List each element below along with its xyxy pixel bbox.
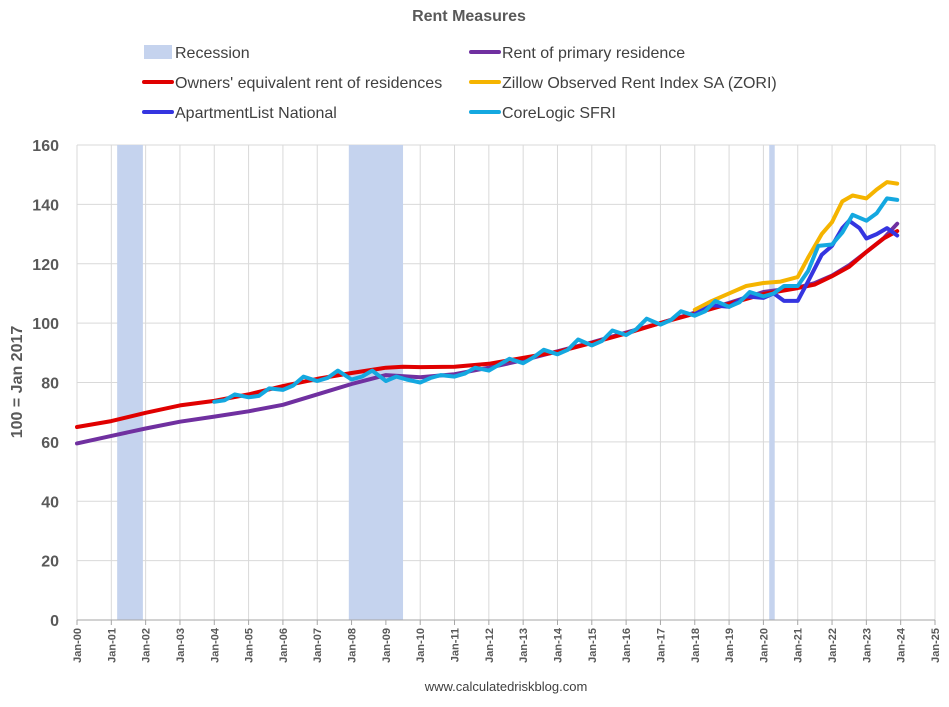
x-tick-label: Jan-20 (758, 628, 770, 663)
x-tick-label: Jan-03 (175, 628, 187, 663)
y-tick-label: 60 (41, 435, 59, 452)
y-tick-label: 0 (50, 613, 59, 630)
legend-item: Zillow Observed Rent Index SA (ZORI) (469, 75, 777, 92)
recession-band (769, 145, 775, 620)
y-tick-label: 20 (41, 554, 59, 571)
gridlines (76, 144, 936, 620)
x-tick-label: Jan-18 (690, 628, 702, 663)
x-tick-label: Jan-07 (312, 628, 324, 663)
source-text: www.calculatedriskblog.com (424, 679, 588, 694)
x-tick-label: Jan-05 (244, 628, 256, 663)
x-tick-label: Jan-13 (518, 628, 530, 663)
legend-label: Rent of primary residence (502, 45, 685, 62)
y-tick-label: 120 (32, 257, 59, 274)
series-line-corelogic-sfri (212, 196, 900, 404)
y-tick-label: 160 (32, 138, 59, 155)
x-tick-label: Jan-22 (827, 628, 839, 663)
x-tick-label: Jan-09 (381, 628, 393, 663)
x-tick-label: Jan-21 (793, 628, 805, 663)
y-tick-label: 80 (41, 376, 59, 393)
legend-label: CoreLogic SFRI (502, 105, 616, 122)
y-tick-label: 140 (32, 197, 59, 214)
x-tick-label: Jan-01 (106, 628, 118, 663)
series-line-zillow-observed-rent-index-sa-zori- (692, 180, 900, 312)
x-tick-label: Jan-23 (861, 628, 873, 663)
y-axis-label: 100 = Jan 2017 (9, 326, 26, 439)
legend-item: Rent of primary residence (469, 45, 685, 62)
legend-item: Recession (144, 45, 250, 62)
x-tick-label: Jan-11 (450, 628, 462, 662)
legend-swatch (144, 45, 172, 59)
recession-band (117, 145, 143, 620)
legend-item: CoreLogic SFRI (469, 105, 616, 122)
x-tick-label: Jan-14 (552, 627, 564, 663)
legend: Recession Owners' equivalent rent of resi… (142, 45, 777, 122)
x-tick-label: Jan-02 (141, 628, 153, 663)
axes: 0 20 40 60 80 100 120 140 160 Jan-00 Jan-01 Jan-02 J… (32, 138, 942, 663)
x-tick-label: Jan-04 (209, 627, 221, 663)
legend-item: Owners' equivalent rent of residences (142, 75, 442, 92)
series-lines (75, 180, 900, 446)
x-tick-label: Jan-15 (587, 628, 599, 663)
x-tick-label: Jan-19 (724, 628, 736, 663)
x-tick-label: Jan-24 (896, 627, 908, 663)
x-tick-label: Jan-06 (278, 628, 290, 663)
x-tick-label: Jan-12 (484, 628, 496, 663)
chart-title: Rent Measures (412, 8, 526, 25)
y-tick-label: 100 (32, 316, 59, 333)
legend-item: ApartmentList National (142, 105, 337, 122)
x-tick-label: Jan-00 (72, 628, 84, 663)
x-tick-label: Jan-10 (415, 628, 427, 663)
legend-label: Recession (175, 45, 250, 62)
x-tick-label: Jan-16 (621, 628, 633, 663)
legend-label: Owners' equivalent rent of residences (175, 75, 442, 92)
legend-label: ApartmentList National (175, 105, 337, 122)
legend-label: Zillow Observed Rent Index SA (ZORI) (502, 75, 777, 92)
x-tick-label: Jan-25 (930, 628, 942, 663)
x-tick-label: Jan-17 (655, 628, 667, 663)
x-tick-label: Jan-08 (347, 628, 359, 663)
y-tick-label: 40 (41, 494, 59, 511)
